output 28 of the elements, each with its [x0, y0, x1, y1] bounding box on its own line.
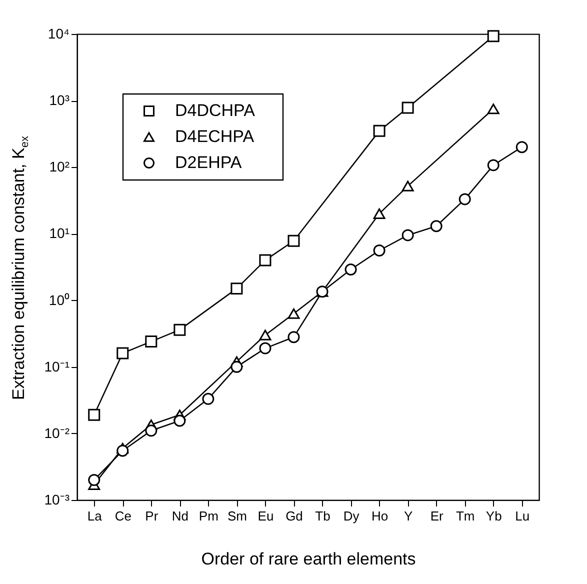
y-tick-label: 10⁻¹ [44, 358, 70, 374]
legend-label: D4DCHPA [175, 101, 256, 120]
x-tick-label: Pm [198, 508, 218, 524]
x-tick-label: Yb [486, 508, 502, 524]
x-tick-label: Nd [172, 508, 188, 524]
x-tick-label: Y [404, 508, 413, 524]
x-tick-label: La [87, 508, 103, 524]
y-tick-label: 10⁰ [48, 292, 70, 308]
y-tick-label: 10¹ [49, 225, 70, 242]
x-tick-label: Pr [145, 508, 159, 524]
x-tick-label: Dy [343, 508, 360, 524]
y-tick-label: 10³ [49, 92, 70, 108]
x-tick-label: Gd [286, 508, 303, 524]
y-tick-label: 10² [49, 158, 70, 175]
x-tick-label: Lu [515, 508, 530, 524]
y-tick-label: 10⁻² [44, 424, 70, 441]
legend-label: D2EHPA [175, 153, 242, 172]
x-tick-label: Tb [315, 508, 330, 524]
x-tick-label: Tm [456, 508, 475, 524]
x-tick-label: Sm [227, 508, 247, 524]
y-tick-label: 10⁴ [48, 26, 70, 42]
x-tick-label: Eu [258, 508, 274, 524]
x-tick-label: Er [430, 508, 444, 524]
legend-label: D4ECHPA [175, 127, 255, 146]
x-tick-label: Ho [371, 508, 388, 524]
x-axis-title: Order of rare earth elements [201, 550, 416, 568]
y-tick-label: 10⁻³ [44, 492, 70, 508]
x-tick-label: Ce [114, 508, 132, 524]
